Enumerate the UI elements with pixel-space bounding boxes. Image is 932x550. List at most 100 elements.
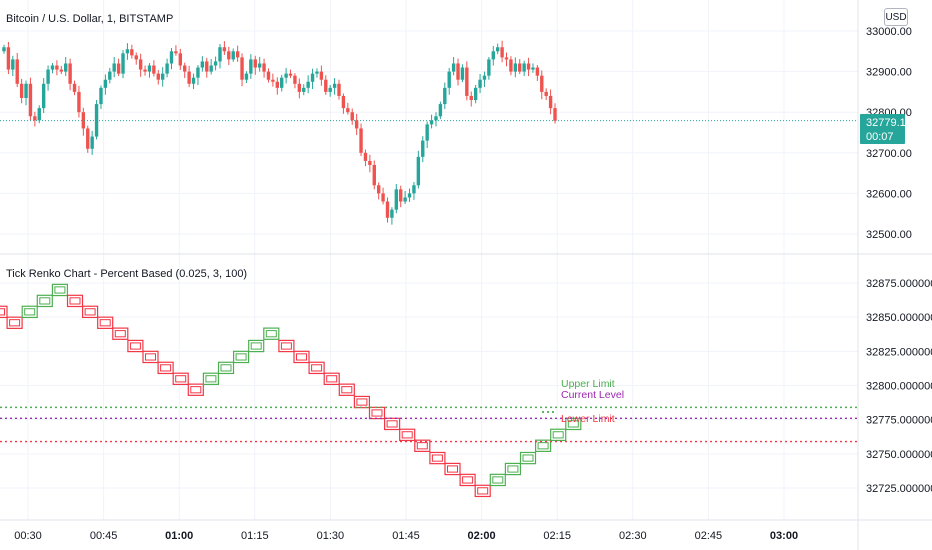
- candle: [231, 48, 235, 62]
- renko-brick: [429, 451, 446, 465]
- candle: [350, 108, 354, 125]
- candle: [324, 75, 328, 95]
- candle: [240, 53, 244, 87]
- candle: [376, 182, 381, 200]
- candle: [33, 111, 37, 127]
- candle: [500, 40, 504, 63]
- candle: [319, 65, 324, 86]
- renko-brick: [384, 417, 401, 431]
- candle: [55, 60, 59, 76]
- candle: [178, 48, 183, 70]
- candle: [165, 58, 169, 78]
- candle: [482, 71, 487, 88]
- renko-brick: [97, 316, 114, 329]
- candle: [456, 58, 460, 86]
- candle: [90, 130, 94, 155]
- candle: [244, 71, 249, 83]
- candle: [390, 207, 394, 225]
- candle: [491, 46, 495, 66]
- candle: [293, 73, 297, 89]
- candle: [134, 52, 138, 65]
- candle: [297, 78, 302, 99]
- y-tick-label: 32500.00: [866, 229, 912, 241]
- candle: [41, 78, 46, 114]
- candle: [429, 114, 434, 129]
- renko-series: [0, 283, 582, 498]
- renko-brick: [293, 350, 310, 364]
- indicator-y-tick-label: 32825.00000000: [866, 346, 932, 358]
- y-tick-label: 32900.00: [866, 67, 912, 79]
- candle: [160, 67, 165, 87]
- candle: [451, 56, 456, 76]
- candle: [86, 125, 90, 153]
- candle: [315, 68, 319, 78]
- renko-brick: [172, 372, 189, 386]
- candle: [249, 54, 253, 79]
- candle: [196, 65, 200, 85]
- candle: [156, 69, 160, 85]
- renko-brick: [474, 484, 491, 498]
- currency-button[interactable]: USD: [884, 8, 908, 26]
- candle: [328, 84, 332, 97]
- candle: [518, 59, 522, 75]
- candle: [68, 58, 72, 91]
- renko-brick: [263, 327, 280, 340]
- candle: [346, 102, 350, 115]
- candle: [306, 75, 310, 94]
- price-tag: 32779.17 00:07: [860, 114, 912, 144]
- indicator-y-tick-label: 32875.00000000: [866, 278, 932, 290]
- grid: [0, 0, 858, 520]
- renko-brick: [489, 473, 506, 487]
- renko-brick: [217, 361, 235, 375]
- candle: [359, 123, 363, 157]
- x-tick-label: 01:30: [317, 530, 345, 542]
- candle: [222, 41, 227, 55]
- candle: [509, 56, 513, 76]
- candle: [531, 63, 535, 73]
- renko-brick: [368, 406, 386, 420]
- candle: [24, 80, 28, 106]
- candle: [412, 182, 416, 200]
- renko-brick: [323, 372, 340, 386]
- level-label: Current Level: [561, 389, 624, 401]
- candle: [288, 69, 293, 79]
- candle: [209, 59, 213, 75]
- candle: [368, 154, 372, 173]
- candle: [271, 73, 275, 87]
- renko-brick: [444, 462, 461, 476]
- candle: [381, 187, 385, 205]
- candle: [443, 82, 447, 109]
- candle: [403, 190, 407, 204]
- candle: [522, 60, 526, 77]
- candle: [28, 77, 33, 121]
- candle: [257, 56, 262, 72]
- candle: [310, 68, 315, 90]
- candle: [275, 77, 279, 95]
- y-tick-label: 33000.00: [866, 26, 912, 38]
- candle: [434, 112, 438, 127]
- candle: [438, 101, 443, 120]
- candle: [363, 149, 368, 167]
- x-tick-label: 02:15: [543, 530, 571, 542]
- candle: [447, 67, 451, 95]
- candle: [504, 52, 509, 67]
- renko-brick: [459, 473, 476, 487]
- candle: [112, 56, 116, 78]
- renko-brick: [534, 439, 552, 452]
- renko-brick: [519, 451, 537, 465]
- candle: [548, 89, 553, 115]
- candle: [253, 55, 257, 75]
- renko-brick: [21, 305, 38, 319]
- x-tick-label: 00:45: [90, 530, 118, 542]
- candle: [205, 57, 209, 78]
- renko-brick: [308, 361, 325, 375]
- candle: [147, 63, 152, 78]
- candle: [394, 184, 399, 214]
- renko-brick: [248, 339, 265, 353]
- renko-brick: [565, 417, 582, 431]
- indicator-y-tick-label: 32800.00000000: [866, 381, 932, 393]
- candle: [99, 85, 103, 109]
- candle: [81, 107, 86, 136]
